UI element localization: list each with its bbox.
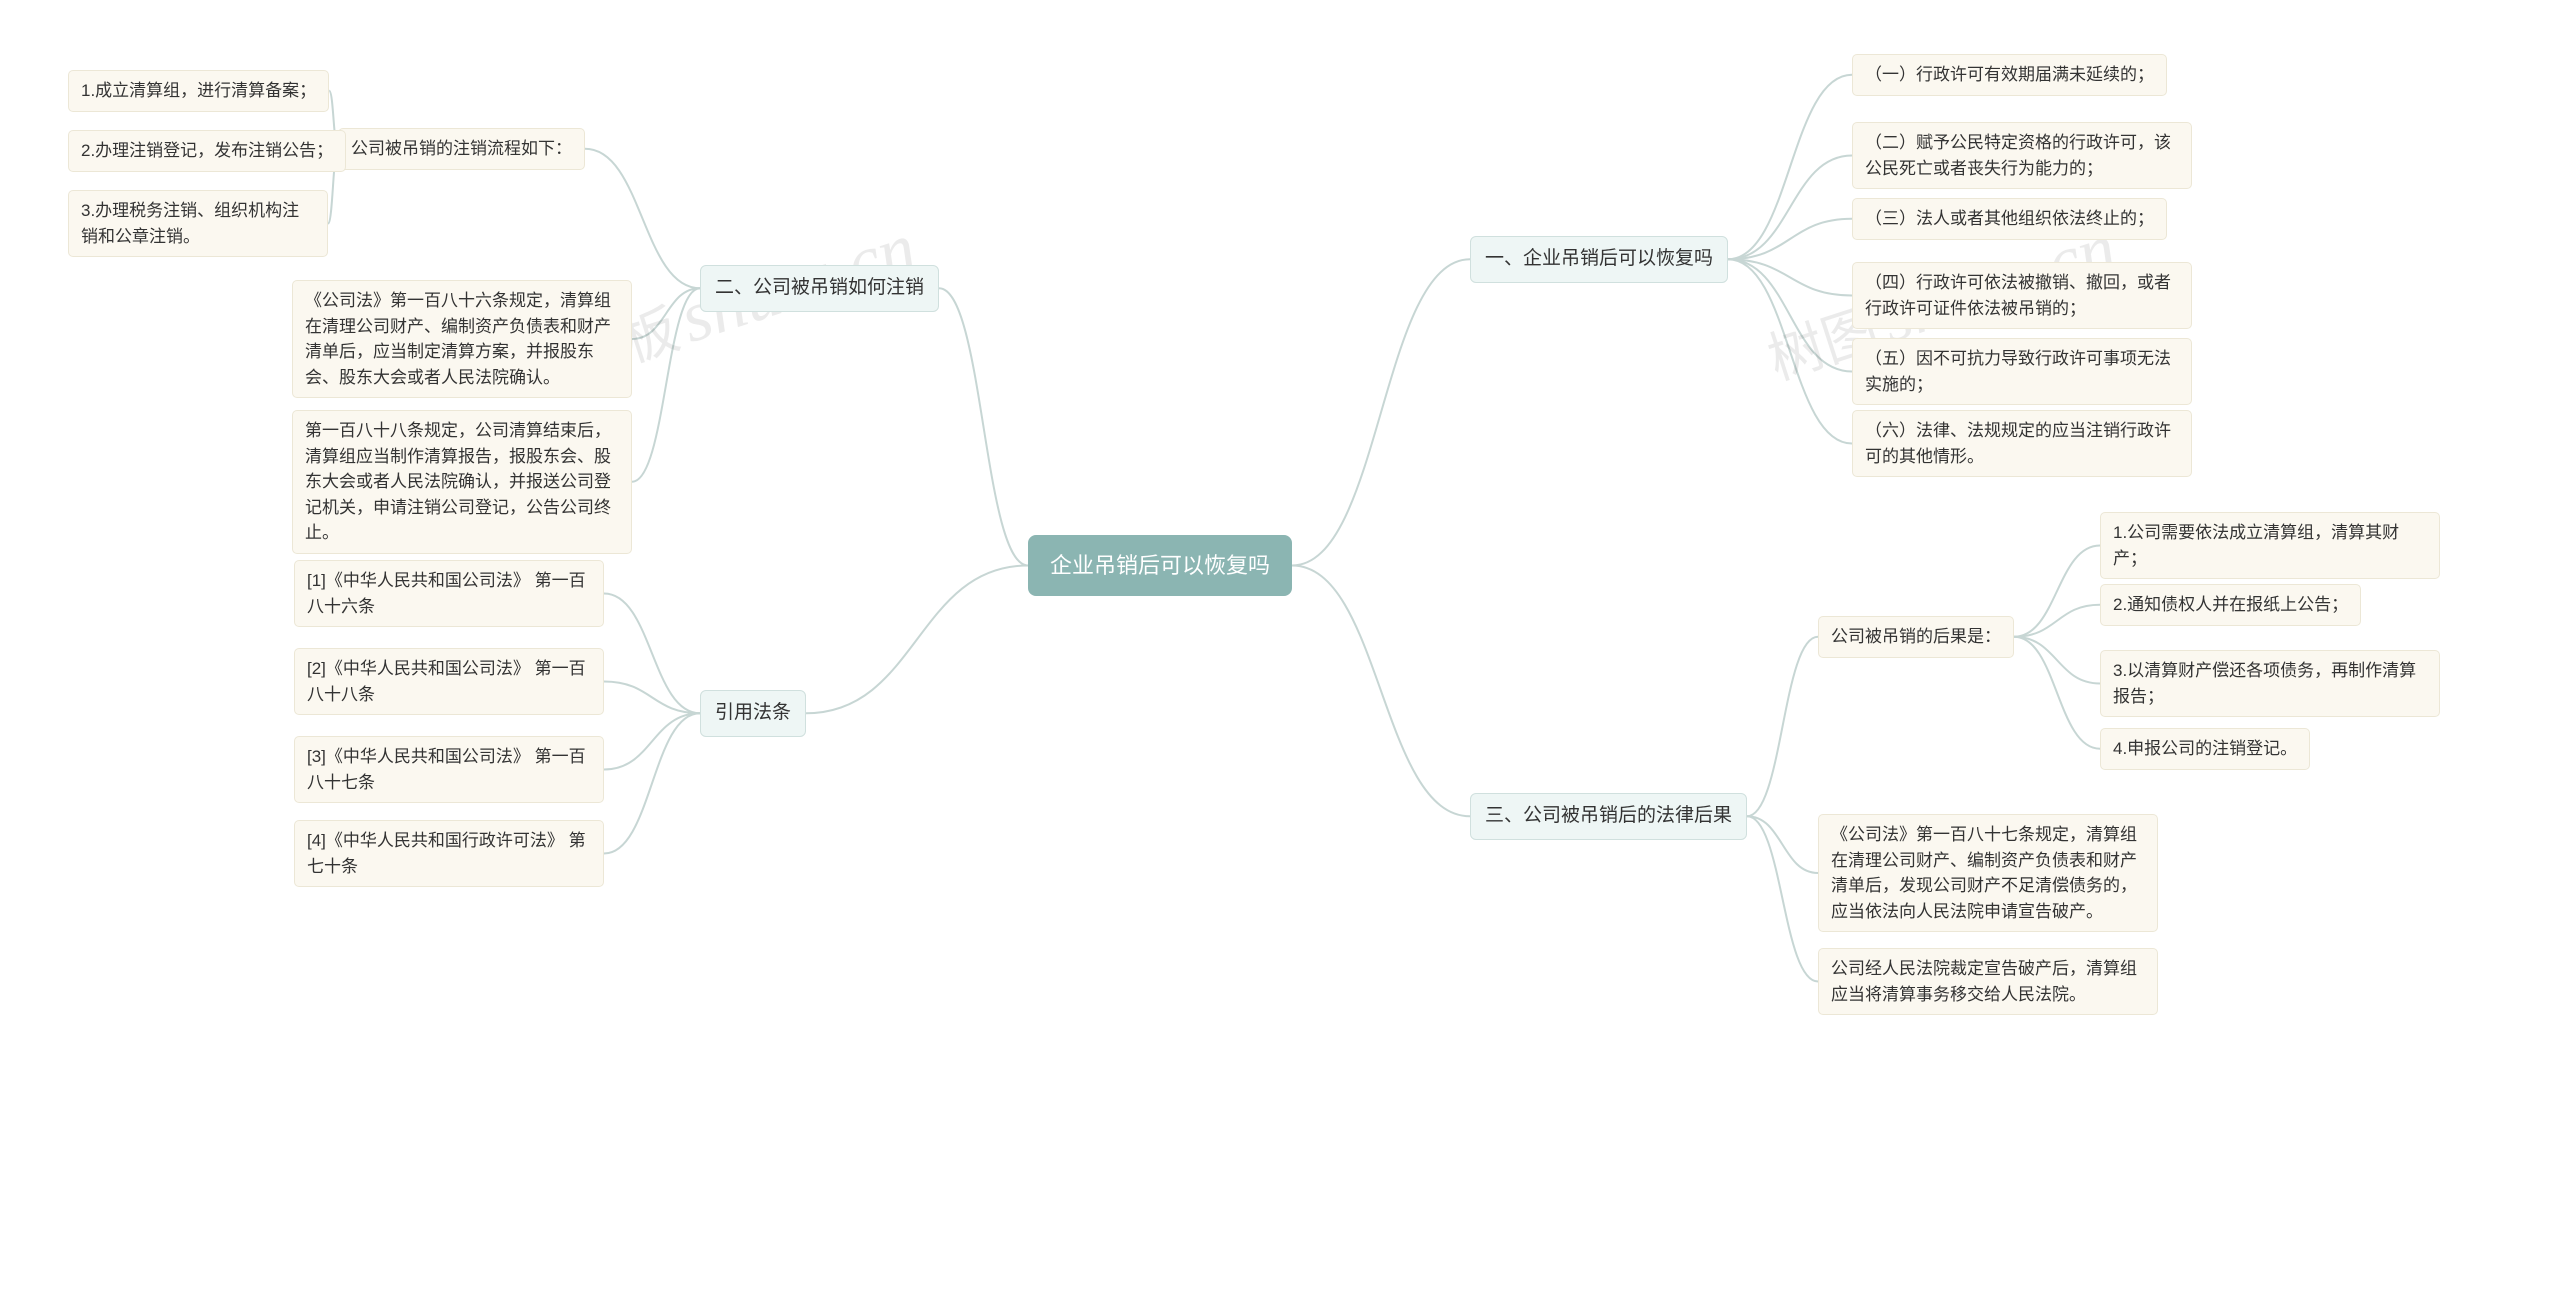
leaf-l4-3[interactable]: [4]《中华人民共和国行政许可法》 第七十条 (294, 820, 604, 887)
leaf-l2-0-0[interactable]: 1.成立清算组，进行清算备案； (68, 70, 329, 112)
leaf-l2-0-1[interactable]: 2.办理注销登记，发布注销公告； (68, 130, 346, 172)
branch-1[interactable]: 一、企业吊销后可以恢复吗 (1470, 236, 1728, 283)
leaf-r1-3[interactable]: （四）行政许可依法被撤销、撤回，或者行政许可证件依法被吊销的； (1852, 262, 2192, 329)
leaf-r3-0[interactable]: 公司被吊销的后果是： (1818, 616, 2014, 658)
leaf-r3-2[interactable]: 公司经人民法院裁定宣告破产后，清算组应当将清算事务移交给人民法院。 (1818, 948, 2158, 1015)
leaf-l4-0[interactable]: [1]《中华人民共和国公司法》 第一百八十六条 (294, 560, 604, 627)
branch-2[interactable]: 二、公司被吊销如何注销 (700, 265, 939, 312)
leaf-r3-0-2[interactable]: 3.以清算财产偿还各项债务，再制作清算报告； (2100, 650, 2440, 717)
leaf-l2-0-2[interactable]: 3.办理税务注销、组织机构注销和公章注销。 (68, 190, 328, 257)
leaf-l2-2[interactable]: 第一百八十八条规定，公司清算结束后，清算组应当制作清算报告，报股东会、股东大会或… (292, 410, 632, 554)
leaf-r3-1[interactable]: 《公司法》第一百八十七条规定，清算组在清理公司财产、编制资产负债表和财产清单后，… (1818, 814, 2158, 932)
leaf-r1-0[interactable]: （一）行政许可有效期届满未延续的； (1852, 54, 2167, 96)
leaf-l4-1[interactable]: [2]《中华人民共和国公司法》 第一百八十八条 (294, 648, 604, 715)
leaf-r1-1[interactable]: （二）赋予公民特定资格的行政许可，该公民死亡或者丧失行为能力的； (1852, 122, 2192, 189)
leaf-r1-4[interactable]: （五）因不可抗力导致行政许可事项无法实施的； (1852, 338, 2192, 405)
leaf-l2-1[interactable]: 《公司法》第一百八十六条规定，清算组在清理公司财产、编制资产负债表和财产清单后，… (292, 280, 632, 398)
leaf-l4-2[interactable]: [3]《中华人民共和国公司法》 第一百八十七条 (294, 736, 604, 803)
leaf-r1-5[interactable]: （六）法律、法规规定的应当注销行政许可的其他情形。 (1852, 410, 2192, 477)
leaf-l2-0[interactable]: 公司被吊销的注销流程如下： (338, 128, 585, 170)
branch-4[interactable]: 引用法条 (700, 690, 806, 737)
leaf-r3-0-3[interactable]: 4.申报公司的注销登记。 (2100, 728, 2310, 770)
mindmap-canvas: 模板shutu.cn 树图shutu.cn 企业吊销后可以恢复吗 一、企业吊销后… (0, 0, 2560, 1312)
branch-3[interactable]: 三、公司被吊销后的法律后果 (1470, 793, 1747, 840)
leaf-r3-0-1[interactable]: 2.通知债权人并在报纸上公告； (2100, 584, 2361, 626)
leaf-r1-2[interactable]: （三）法人或者其他组织依法终止的； (1852, 198, 2167, 240)
leaf-r3-0-0[interactable]: 1.公司需要依法成立清算组，清算其财产； (2100, 512, 2440, 579)
root-node[interactable]: 企业吊销后可以恢复吗 (1028, 535, 1292, 596)
